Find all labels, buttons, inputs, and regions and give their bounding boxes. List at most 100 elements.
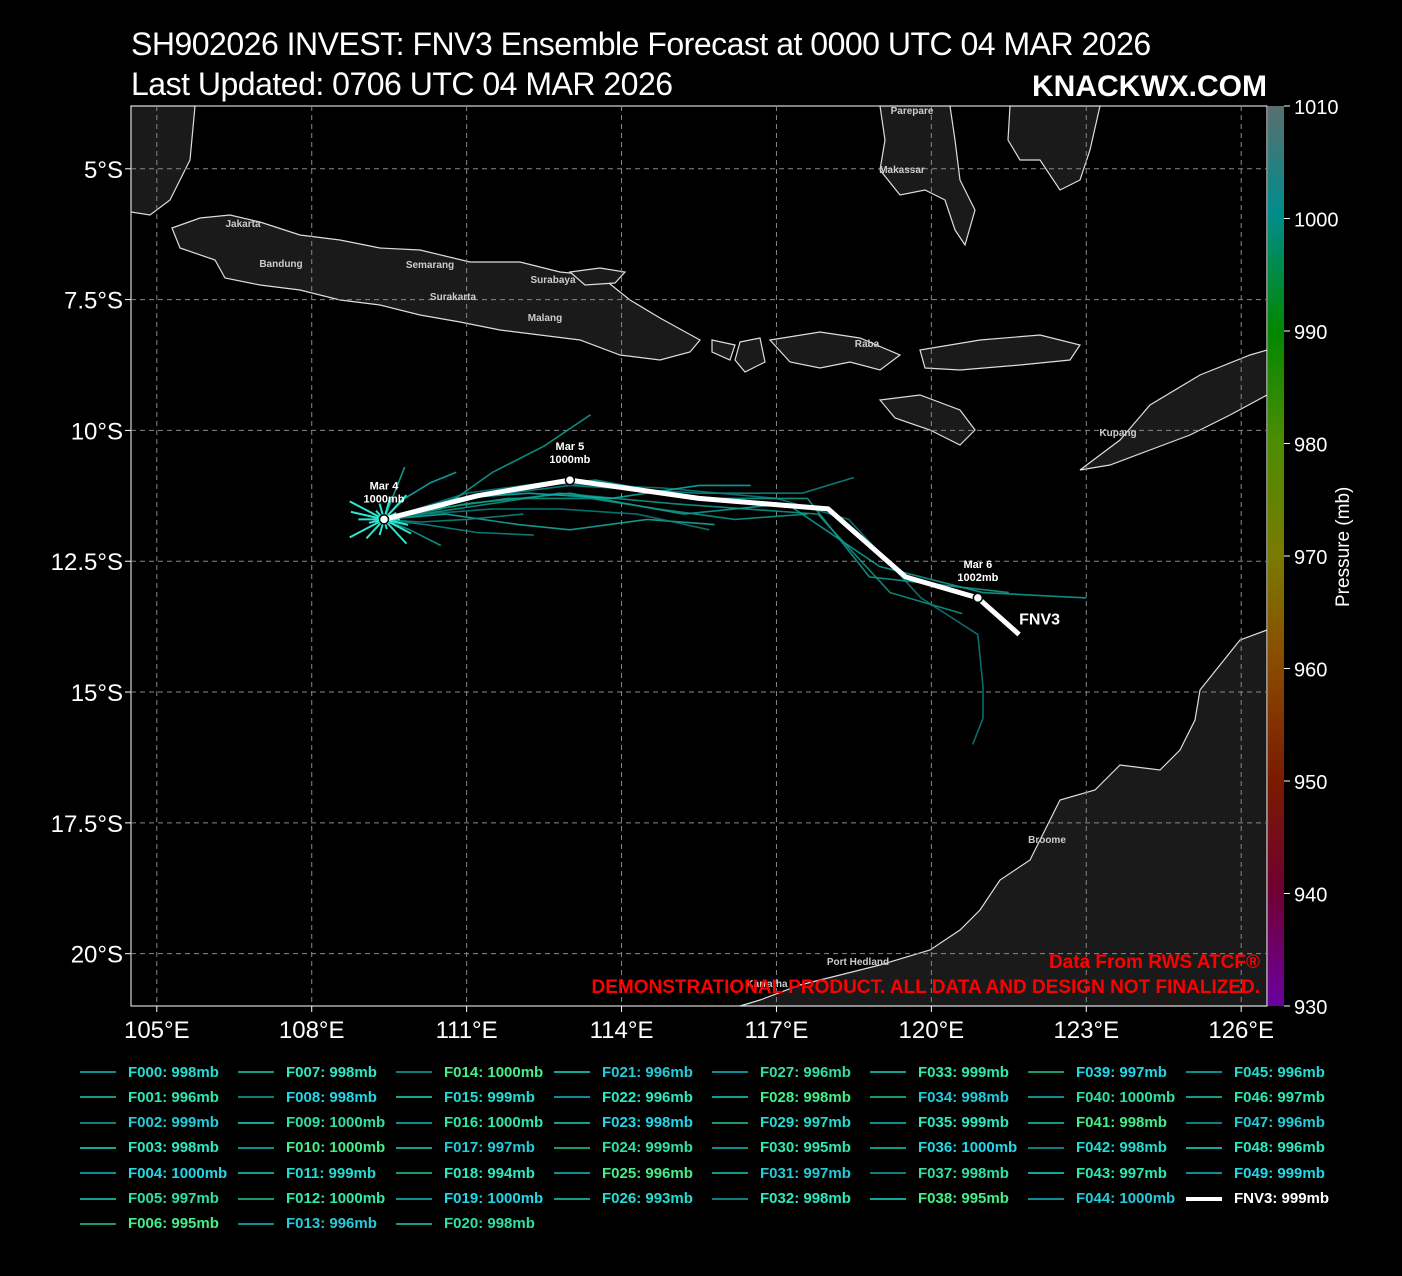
legend-label: F026: 993mb — [602, 1190, 693, 1207]
lon-tick-label: 105°E — [124, 1017, 190, 1044]
ensemble-track — [383, 518, 534, 536]
legend-label: F043: 997mb — [1076, 1164, 1167, 1182]
land-sulawesi — [879, 105, 976, 247]
legend-item: F049: 999mb — [1186, 1161, 1325, 1185]
city-label: Parepare — [891, 106, 934, 117]
legend-label: F001: 996mb — [128, 1088, 219, 1106]
legend-item: F037: 998mb — [870, 1161, 1009, 1185]
city-label: Kupang — [1099, 428, 1136, 439]
legend-swatch — [396, 1096, 432, 1099]
city-label: Surakarta — [430, 292, 477, 303]
track-marker-dot — [972, 592, 984, 604]
legend-swatch — [80, 1096, 116, 1099]
legend-label: F027: 996mb — [760, 1063, 851, 1081]
legend-label: F021: 996mb — [602, 1063, 693, 1081]
legend-label: F015: 999mb — [444, 1088, 535, 1106]
disclaimer-demo: DEMONSTRATIONAL PRODUCT. ALL DATA AND DE… — [592, 977, 1261, 998]
city-label: Broome — [1028, 835, 1066, 846]
track-marker-dot — [378, 514, 390, 525]
track-marker-date: Mar 5 — [556, 441, 585, 453]
land-sumatra — [130, 105, 196, 216]
legend-swatch — [1186, 1121, 1222, 1124]
legend-label: F034: 998mb — [918, 1088, 1009, 1106]
legend-label: F039: 997mb — [1076, 1063, 1167, 1081]
legend-item: F003: 998mb — [80, 1136, 219, 1160]
legend-swatch — [80, 1146, 116, 1149]
legend-label: F013: 996mb — [286, 1215, 377, 1233]
lat-tick-label: 10°S — [71, 418, 123, 445]
ensemble-track — [383, 513, 715, 531]
city-labels: Parepare Makassar Jakarta Bandung Semarang Su… — [225, 106, 1136, 990]
legend-item: F009: 1000mb — [238, 1111, 385, 1135]
legend-label: F011: 999mb — [286, 1164, 377, 1182]
legend-item: F010: 1000mb — [238, 1136, 385, 1160]
legend-swatch — [554, 1172, 590, 1175]
legend-item: F020: 998mb — [396, 1212, 535, 1236]
legend-item: F014: 1000mb — [396, 1060, 543, 1084]
legend-label: F022: 996mb — [602, 1088, 693, 1106]
legend-item: F004: 1000mb — [80, 1161, 227, 1185]
legend-item: F000: 998mb — [80, 1060, 219, 1084]
legend-item: F019: 1000mb — [396, 1187, 543, 1211]
lat-tick-label: 20°S — [71, 942, 123, 969]
legend-swatch — [80, 1197, 116, 1200]
legend-item: F024: 999mb — [554, 1136, 693, 1160]
land-masses — [130, 105, 1268, 1007]
legend-item: F021: 996mb — [554, 1060, 693, 1084]
legend-item: F011: 999mb — [238, 1161, 376, 1185]
track-name-label: FNV3 — [1019, 611, 1060, 628]
disclaimer-source: Data From RWS ATCF® — [1049, 952, 1260, 973]
legend-item: F002: 999mb — [80, 1111, 219, 1135]
colorbar-tick-label: 940 — [1294, 885, 1327, 907]
land-sumbawa — [768, 331, 902, 371]
legend-item: FNV3: 999mb — [1186, 1187, 1329, 1211]
legend-label: F023: 998mb — [602, 1114, 693, 1132]
legend-swatch — [1186, 1196, 1222, 1201]
legend-label: F000: 998mb — [128, 1063, 219, 1081]
legend-item: F041: 998mb — [1028, 1111, 1167, 1135]
legend-item: F031: 997mb — [712, 1161, 851, 1185]
legend-label: F010: 1000mb — [286, 1139, 386, 1157]
ensemble-origin-stroke — [349, 500, 385, 521]
legend-item: F046: 997mb — [1186, 1085, 1325, 1109]
ensemble-track — [383, 497, 808, 521]
legend-swatch — [1186, 1096, 1222, 1099]
legend-label: F040: 1000mb — [1076, 1088, 1176, 1106]
legend-item: F034: 998mb — [870, 1085, 1009, 1109]
legend-swatch — [1186, 1146, 1222, 1149]
land-timor — [1079, 349, 1268, 471]
legend-label: F008: 998mb — [286, 1088, 377, 1106]
last-updated: Last Updated: 0706 UTC 04 MAR 2026 — [131, 66, 673, 102]
colorbar-tick-label: 960 — [1294, 660, 1327, 682]
lon-tick-label: 111°E — [436, 1017, 498, 1044]
land-sumba — [878, 394, 976, 446]
legend-item: F005: 997mb — [80, 1187, 219, 1211]
legend-label: F048: 996mb — [1234, 1139, 1325, 1157]
legend-label: F005: 997mb — [128, 1190, 219, 1207]
legend-label: F024: 999mb — [602, 1139, 693, 1157]
legend-item: F025: 996mb — [554, 1161, 693, 1185]
legend-item: F039: 997mb — [1028, 1060, 1167, 1084]
page-title: SH902026 INVEST: FNV3 Ensemble Forecast … — [131, 26, 1151, 62]
legend-label: F012: 1000mb — [286, 1190, 386, 1207]
legend-item: F018: 994mb — [396, 1161, 535, 1185]
land-lombok — [734, 337, 766, 373]
legend-swatch — [712, 1172, 748, 1175]
legend-swatch — [712, 1197, 748, 1200]
legend-label: F046: 997mb — [1234, 1088, 1325, 1106]
legend-swatch — [396, 1071, 432, 1073]
colorbar-tick-label: 990 — [1294, 322, 1327, 344]
legend-item: F027: 996mb — [712, 1060, 851, 1084]
legend-swatch — [1186, 1071, 1222, 1073]
lon-tick-label: 123°E — [1053, 1017, 1119, 1044]
fnv3-track-line — [383, 477, 1021, 637]
legend-swatch — [80, 1121, 116, 1124]
legend-label: FNV3: 999mb — [1234, 1190, 1330, 1207]
legend-swatch — [238, 1071, 274, 1073]
colorbar-tick-label: 970 — [1294, 547, 1327, 569]
legend-item: F012: 1000mb — [238, 1187, 385, 1211]
legend-swatch — [712, 1096, 748, 1099]
legend-swatch — [870, 1121, 906, 1124]
